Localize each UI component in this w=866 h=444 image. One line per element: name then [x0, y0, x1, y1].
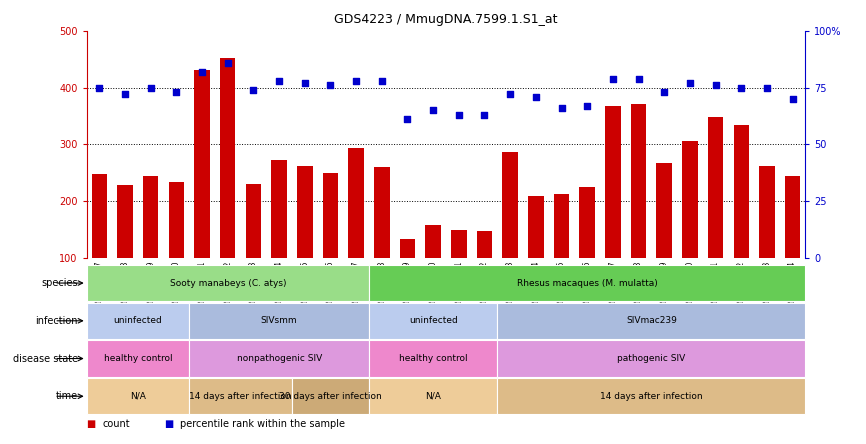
Bar — [759, 166, 774, 314]
Text: count: count — [102, 419, 130, 429]
Bar — [400, 239, 415, 314]
Bar — [271, 160, 287, 314]
Point — [708, 82, 722, 89]
Point — [760, 84, 774, 91]
Bar — [118, 185, 132, 314]
Bar — [169, 182, 184, 314]
Text: ■: ■ — [87, 419, 96, 429]
Point — [452, 111, 466, 119]
Text: Sooty manabeys (C. atys): Sooty manabeys (C. atys) — [170, 278, 286, 288]
Bar — [87, 265, 369, 301]
Text: healthy control: healthy control — [104, 354, 172, 363]
Text: GDS4223 / MmugDNA.7599.1.S1_at: GDS4223 / MmugDNA.7599.1.S1_at — [334, 13, 558, 26]
Point — [426, 107, 440, 114]
Bar — [497, 341, 805, 377]
Text: time: time — [55, 391, 78, 401]
Bar — [92, 174, 107, 314]
Point — [93, 84, 107, 91]
Bar — [579, 187, 595, 314]
Point — [477, 111, 491, 119]
Bar — [630, 103, 646, 314]
Point — [375, 77, 389, 84]
Bar — [190, 378, 292, 414]
Text: N/A: N/A — [130, 392, 145, 401]
Point — [785, 95, 799, 103]
Bar — [553, 194, 569, 314]
Text: SIVmac239: SIVmac239 — [626, 316, 677, 325]
Bar — [246, 185, 262, 314]
Bar — [143, 176, 158, 314]
Bar — [190, 341, 369, 377]
Bar — [497, 378, 805, 414]
Text: N/A: N/A — [425, 392, 441, 401]
Text: disease state: disease state — [13, 353, 78, 364]
Point — [298, 79, 312, 87]
Bar — [734, 125, 749, 314]
Bar — [708, 117, 723, 314]
Text: 14 days after infection: 14 days after infection — [600, 392, 702, 401]
Point — [170, 89, 184, 96]
Point — [503, 91, 517, 98]
Bar — [190, 303, 369, 339]
Bar — [502, 152, 518, 314]
Bar — [682, 142, 697, 314]
Point — [144, 84, 158, 91]
Text: infection: infection — [36, 316, 78, 326]
Bar — [656, 163, 672, 314]
Bar — [605, 106, 621, 314]
Point — [118, 91, 132, 98]
Text: healthy control: healthy control — [399, 354, 468, 363]
Point — [324, 82, 338, 89]
Point — [529, 93, 543, 100]
Point — [554, 104, 568, 111]
Point — [349, 77, 363, 84]
Bar — [451, 230, 467, 314]
Text: 14 days after infection: 14 days after infection — [190, 392, 292, 401]
Bar — [87, 341, 190, 377]
Text: nonpathogenic SIV: nonpathogenic SIV — [236, 354, 322, 363]
Bar — [87, 378, 190, 414]
Bar — [220, 58, 236, 314]
Text: uninfected: uninfected — [113, 316, 162, 325]
Point — [195, 68, 209, 75]
Bar — [297, 166, 313, 314]
Text: Rhesus macaques (M. mulatta): Rhesus macaques (M. mulatta) — [517, 278, 657, 288]
Bar — [292, 378, 369, 414]
Point — [734, 84, 748, 91]
Text: ■: ■ — [165, 419, 174, 429]
Bar — [477, 231, 492, 314]
Bar — [87, 303, 190, 339]
Bar — [323, 173, 338, 314]
Point — [580, 102, 594, 109]
Point — [401, 116, 415, 123]
Bar — [194, 70, 210, 314]
Text: 30 days after infection: 30 days after infection — [279, 392, 382, 401]
Bar — [425, 225, 441, 314]
Point — [606, 75, 620, 82]
Bar — [369, 341, 497, 377]
Bar — [497, 303, 805, 339]
Bar — [369, 303, 497, 339]
Text: uninfected: uninfected — [409, 316, 457, 325]
Bar — [528, 196, 544, 314]
Text: species: species — [42, 278, 78, 288]
Point — [272, 77, 286, 84]
Point — [683, 79, 697, 87]
Bar — [369, 265, 805, 301]
Point — [247, 87, 261, 94]
Text: pathogenic SIV: pathogenic SIV — [617, 354, 686, 363]
Point — [631, 75, 645, 82]
Text: SIVsmm: SIVsmm — [261, 316, 297, 325]
Point — [221, 59, 235, 66]
Bar — [374, 167, 390, 314]
Point — [657, 89, 671, 96]
Bar — [785, 176, 800, 314]
Bar — [348, 148, 364, 314]
Text: percentile rank within the sample: percentile rank within the sample — [180, 419, 346, 429]
Bar — [369, 378, 497, 414]
